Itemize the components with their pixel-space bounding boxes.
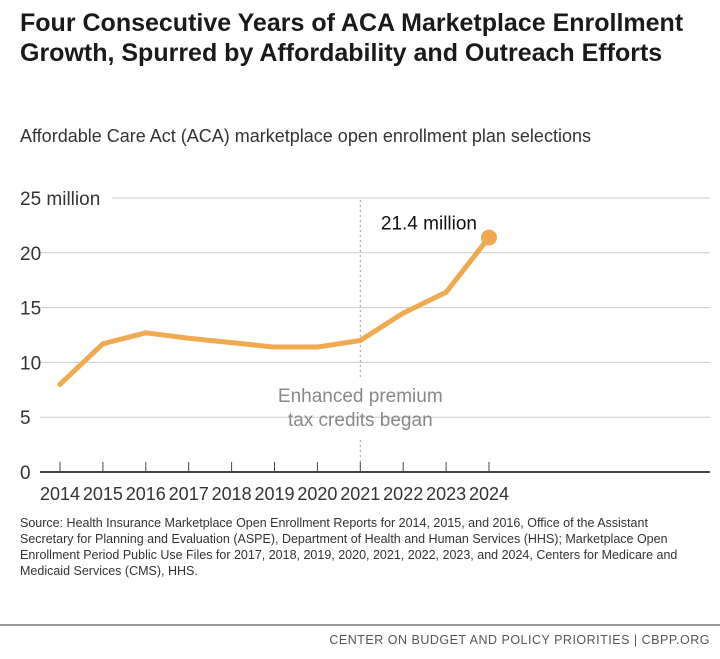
x-tick-label: 2020 xyxy=(297,484,337,504)
end-value-label: 21.4 million xyxy=(381,213,477,234)
footer-credit: CENTER ON BUDGET AND POLICY PRIORITIES |… xyxy=(329,633,710,647)
chart-subtitle: Affordable Care Act (ACA) marketplace op… xyxy=(20,126,591,146)
data-point xyxy=(481,229,497,246)
y-tick-label: 20 xyxy=(20,244,41,265)
data-point xyxy=(143,330,149,336)
data-point xyxy=(443,289,449,295)
data-point xyxy=(272,344,277,350)
x-tick-label: 2016 xyxy=(126,484,166,504)
line-chart: 0 5 10 15 20 25 million Enhanced premium tax cr… xyxy=(20,189,710,504)
data-point xyxy=(357,337,363,343)
x-tick-label: 2023 xyxy=(426,484,466,504)
x-tick-label: 2014 xyxy=(40,484,80,504)
data-point xyxy=(400,310,406,316)
x-tick-label: 2021 xyxy=(340,484,380,504)
source-note: Source: Health Insurance Marketplace Ope… xyxy=(20,516,678,578)
annotation-text: Enhanced premium xyxy=(278,386,443,407)
x-tick-label: 2017 xyxy=(169,484,209,504)
divider xyxy=(0,624,720,626)
y-tick-label: 0 xyxy=(20,463,31,484)
x-tick-label: 2022 xyxy=(383,484,423,504)
annotation-text: tax credits began xyxy=(288,410,433,431)
x-tick-label: 2015 xyxy=(83,484,123,504)
y-tick-label: 10 xyxy=(20,353,41,374)
data-point xyxy=(186,335,192,341)
data-point xyxy=(100,341,106,347)
y-tick-label: 15 xyxy=(20,299,41,320)
x-tick-label: 2018 xyxy=(212,484,252,504)
x-tick-label: 2019 xyxy=(254,484,294,504)
chart-title: Four Consecutive Years of ACA Marketplac… xyxy=(20,9,684,67)
data-point xyxy=(57,381,63,387)
x-tick-label: 2024 xyxy=(469,484,509,504)
data-point xyxy=(314,344,320,350)
data-point xyxy=(229,340,235,346)
y-tick-label: 25 million xyxy=(20,189,100,210)
y-tick-label: 5 xyxy=(20,408,31,429)
